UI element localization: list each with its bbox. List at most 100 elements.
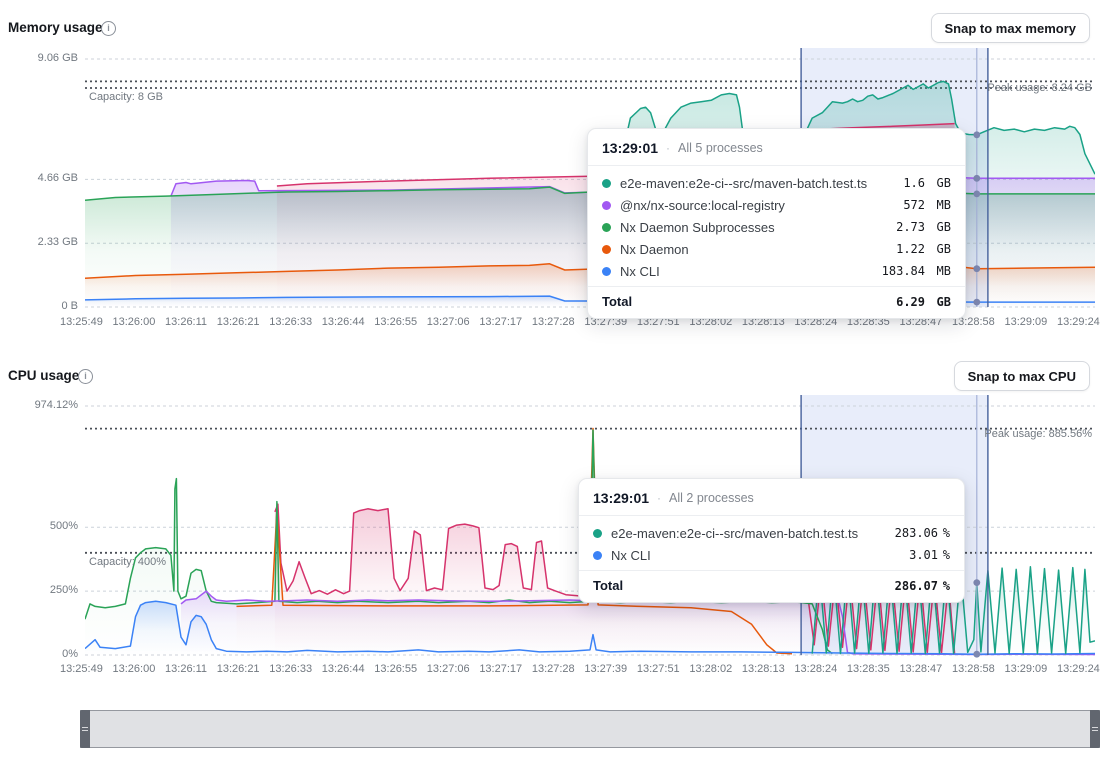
series-area-4 bbox=[85, 601, 1095, 655]
x-tick-label: 13:29:09 bbox=[1004, 663, 1048, 675]
tooltip-separator: · bbox=[657, 491, 662, 505]
process-unit: GB bbox=[936, 176, 951, 190]
x-tick-label: 13:28:58 bbox=[951, 663, 995, 675]
brush-left-handle[interactable] bbox=[80, 710, 90, 748]
series-color-dot bbox=[602, 178, 611, 188]
series-color-dot bbox=[593, 528, 602, 538]
series-color-dot bbox=[593, 550, 602, 560]
x-tick-label: 13:26:33 bbox=[269, 663, 313, 675]
total-value: 286.07 bbox=[894, 578, 938, 593]
x-tick-label: 13:27:28 bbox=[531, 316, 575, 328]
process-name: e2e-maven:e2e-ci--src/maven-batch.test.t… bbox=[611, 525, 859, 541]
memory-usage-title: Memory usage bbox=[8, 20, 103, 35]
process-name: e2e-maven:e2e-ci--src/maven-batch.test.t… bbox=[620, 175, 868, 191]
y-tick-label: 2.33 GB bbox=[37, 236, 78, 248]
x-tick-label: 13:28:58 bbox=[951, 316, 995, 328]
x-tick-label: 13:27:06 bbox=[426, 316, 470, 328]
process-name: Nx Daemon bbox=[620, 241, 689, 257]
x-tick-label: 13:28:47 bbox=[899, 663, 943, 675]
process-unit: GB bbox=[936, 242, 951, 256]
x-tick-label: 13:28:24 bbox=[794, 663, 838, 675]
process-value: 283.06 bbox=[894, 526, 938, 540]
tooltip-process-row: Nx Daemon Subprocesses 2.73 GB bbox=[602, 216, 951, 238]
snap-to-max-cpu-button[interactable]: Snap to max CPU bbox=[953, 361, 1090, 391]
process-value: 572 bbox=[903, 198, 925, 212]
memory-tooltip: 13:29:01 · All 5 processes e2e-maven:e2e… bbox=[587, 128, 966, 319]
time-range-brush[interactable] bbox=[80, 710, 1100, 748]
brush-right-handle[interactable] bbox=[1090, 710, 1100, 748]
series-color-dot bbox=[602, 244, 611, 254]
process-value: 183.84 bbox=[881, 264, 925, 278]
memory-peak-label: Peak usage: 8.24 GB bbox=[987, 82, 1092, 94]
y-tick-label: 250% bbox=[49, 584, 78, 596]
y-tick-label: 0 B bbox=[61, 300, 78, 312]
tooltip-process-row: @nx/nx-source:local-registry 572 MB bbox=[602, 194, 951, 216]
process-unit: MB bbox=[936, 264, 951, 278]
process-unit: GB bbox=[936, 220, 951, 234]
tooltip-total-row: Total 286.07 % bbox=[579, 570, 964, 602]
x-tick-label: 13:26:21 bbox=[216, 663, 260, 675]
tooltip-process-row: Nx CLI 3.01 % bbox=[593, 544, 950, 566]
y-tick-label: 974.12% bbox=[34, 399, 78, 411]
process-unit: % bbox=[942, 526, 950, 540]
cpu-peak-label: Peak usage: 885.56% bbox=[984, 428, 1092, 440]
x-tick-label: 13:28:35 bbox=[846, 663, 890, 675]
x-tick-label: 13:26:11 bbox=[165, 316, 208, 328]
cpu-x-axis: 13:25:49 13:26:00 13:26:11 13:26:21 13:26:33… bbox=[60, 663, 1100, 675]
series-color-dot bbox=[602, 222, 611, 232]
x-tick-label: 13:29:24 bbox=[1056, 316, 1100, 328]
x-tick-label: 13:28:47 bbox=[899, 316, 943, 328]
tooltip-subtitle: All 5 processes bbox=[678, 141, 763, 155]
tooltip-process-row: Nx CLI 183.84 MB bbox=[602, 260, 951, 282]
series-line-4 bbox=[84, 600, 1096, 655]
x-tick-label: 13:28:35 bbox=[846, 316, 890, 328]
x-tick-label: 13:26:00 bbox=[112, 663, 156, 675]
x-tick-label: 13:29:24 bbox=[1056, 663, 1100, 675]
x-tick-label: 13:26:11 bbox=[165, 663, 208, 675]
total-value: 6.29 bbox=[896, 294, 925, 309]
total-label: Total bbox=[593, 578, 624, 593]
process-name: @nx/nx-source:local-registry bbox=[620, 197, 785, 213]
memory-capacity-label: Capacity: 8 GB bbox=[89, 91, 163, 103]
x-tick-label: 13:27:17 bbox=[479, 316, 523, 328]
x-tick-label: 13:27:28 bbox=[531, 663, 575, 675]
x-tick-label: 13:28:02 bbox=[689, 663, 733, 675]
x-tick-label: 13:26:55 bbox=[374, 316, 418, 328]
y-tick-label: 500% bbox=[49, 520, 78, 532]
y-tick-label: 0% bbox=[62, 648, 78, 660]
cpu-usage-title: CPU usage bbox=[8, 368, 80, 383]
x-tick-label: 13:26:55 bbox=[374, 663, 418, 675]
x-tick-label: 13:27:39 bbox=[584, 663, 628, 675]
cpu-capacity-label: Capacity: 400% bbox=[89, 556, 167, 568]
process-value: 1.22 bbox=[896, 242, 925, 256]
x-tick-label: 13:27:06 bbox=[426, 663, 470, 675]
snap-to-max-memory-button[interactable]: Snap to max memory bbox=[930, 13, 1090, 43]
memory-x-axis: 13:25:49 13:26:00 13:26:11 13:26:21 13:26:33… bbox=[60, 316, 1100, 328]
tooltip-subtitle: All 2 processes bbox=[669, 491, 754, 505]
x-tick-label: 13:26:44 bbox=[321, 316, 365, 328]
brush-track[interactable] bbox=[91, 711, 1089, 747]
x-tick-label: 13:25:49 bbox=[60, 316, 103, 328]
series-color-dot bbox=[602, 266, 611, 276]
cpu-info-icon[interactable]: i bbox=[78, 369, 93, 384]
y-tick-label: 4.66 GB bbox=[37, 172, 78, 184]
x-tick-label: 13:26:21 bbox=[216, 316, 260, 328]
x-tick-label: 13:26:00 bbox=[112, 316, 156, 328]
process-name: Nx CLI bbox=[611, 547, 651, 563]
x-tick-label: 13:25:49 bbox=[60, 663, 103, 675]
process-unit: % bbox=[942, 548, 950, 562]
total-unit: % bbox=[942, 578, 950, 593]
tooltip-separator: · bbox=[666, 141, 671, 155]
total-unit: GB bbox=[936, 294, 951, 309]
x-tick-label: 13:28:24 bbox=[794, 316, 838, 328]
series-line-0 bbox=[614, 80, 1096, 175]
process-unit: MB bbox=[936, 198, 951, 212]
x-tick-label: 13:27:51 bbox=[636, 663, 680, 675]
total-label: Total bbox=[602, 294, 633, 309]
x-tick-label: 13:29:09 bbox=[1004, 316, 1048, 328]
tooltip-total-row: Total 6.29 GB bbox=[588, 286, 965, 318]
memory-info-icon[interactable]: i bbox=[101, 21, 116, 36]
x-tick-label: 13:28:13 bbox=[741, 663, 785, 675]
y-tick-label: 9.06 GB bbox=[37, 52, 78, 64]
x-tick-label: 13:27:51 bbox=[636, 316, 680, 328]
